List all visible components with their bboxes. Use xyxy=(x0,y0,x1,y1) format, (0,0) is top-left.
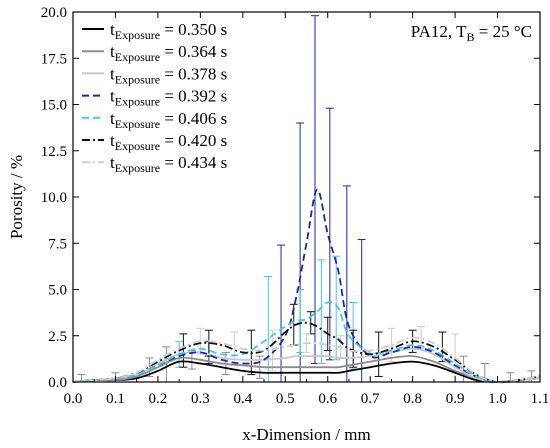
error-bar xyxy=(277,244,286,383)
legend-entry: tExposure = 0.350 s xyxy=(110,20,227,42)
series-line-5 xyxy=(72,321,541,384)
error-bar xyxy=(387,327,396,363)
chart-annotation: PA12, TB = 25 °C xyxy=(411,22,532,44)
x-tick-label: 1.1 xyxy=(531,391,550,407)
chart-marks xyxy=(72,15,541,384)
series-line-1 xyxy=(72,355,541,383)
chart-axes: 0.0 0.1 0.2 0.3 0.4 0.5 0.6 0.7 0.8 0.9 1.0 1.1 0.0 2… xyxy=(41,5,550,407)
x-tick-label: 0.8 xyxy=(403,391,422,407)
plot-frame xyxy=(72,11,541,383)
series-line-4 xyxy=(72,301,541,384)
y-tick-label: 2.5 xyxy=(48,329,67,345)
x-axis-label: x-Dimension / mm xyxy=(242,425,370,444)
x-tick-label: 0.2 xyxy=(149,391,168,407)
y-tick-label: 20.0 xyxy=(41,5,67,21)
legend-entry: tExposure = 0.378 s xyxy=(110,64,227,86)
series-line-3 xyxy=(72,188,541,384)
y-tick-label: 0.0 xyxy=(48,375,67,391)
error-bar xyxy=(527,370,536,383)
error-bar xyxy=(264,276,273,383)
error-bar xyxy=(332,255,341,361)
x-tick-label: 0.3 xyxy=(191,391,210,407)
y-axis-label: Porosity / % xyxy=(7,155,26,239)
series-line-6 xyxy=(72,336,541,384)
legend-entry: tExposure = 0.364 s xyxy=(110,42,227,64)
x-tick-label: 0.4 xyxy=(233,391,252,407)
error-bar xyxy=(268,329,277,372)
series-line-2 xyxy=(72,347,541,383)
legend-entry: tExposure = 0.420 s xyxy=(110,131,227,153)
x-tick-label: 0.6 xyxy=(318,391,337,407)
y-tick-label: 5.0 xyxy=(48,283,67,299)
series-line-0 xyxy=(72,360,541,383)
legend-entry: tExposure = 0.392 s xyxy=(110,87,227,109)
x-tick-label: 0.7 xyxy=(361,391,380,407)
x-tick-label: 0.1 xyxy=(106,391,125,407)
x-tick-label: 0.5 xyxy=(276,391,295,407)
error-bar xyxy=(342,185,351,383)
x-tick-label: 0.0 xyxy=(64,391,83,407)
y-tick-label: 17.5 xyxy=(41,51,67,67)
y-tick-label: 7.5 xyxy=(48,236,67,252)
x-tick-label: 0.9 xyxy=(446,391,465,407)
x-tick-label: 1.0 xyxy=(488,391,507,407)
error-bar xyxy=(317,259,326,364)
legend-entry: tExposure = 0.406 s xyxy=(110,109,227,131)
error-bar xyxy=(459,355,468,383)
legend-entry: tExposure = 0.434 s xyxy=(110,153,227,175)
y-tick-label: 12.5 xyxy=(41,144,67,160)
y-tick-label: 15.0 xyxy=(41,98,67,114)
error-bar xyxy=(325,107,334,361)
y-tick-label: 10.0 xyxy=(41,190,67,206)
error-bar xyxy=(357,239,366,383)
